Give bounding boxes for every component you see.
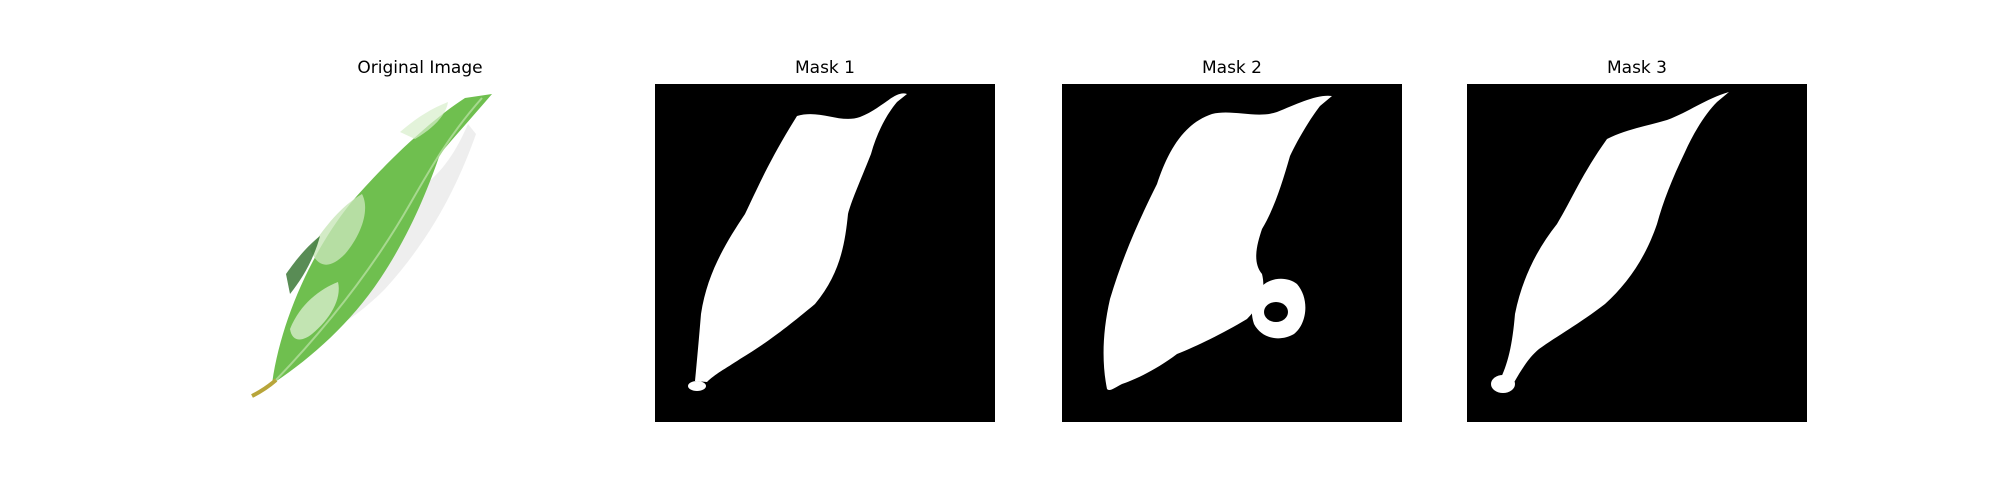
- mask-2-blob-hole: [1264, 302, 1288, 322]
- panel-mask-3: Mask 3: [1467, 0, 1807, 500]
- leaf-midrib: [275, 97, 483, 381]
- leaf-highlight-3: [400, 102, 448, 139]
- panel-mask-2: Mask 2: [1062, 0, 1402, 500]
- panel-mask-1: Mask 1: [655, 0, 995, 500]
- panel-original-image: Original Image: [250, 0, 590, 500]
- leaf-dark-edge: [286, 236, 320, 294]
- mask-3-base: [1491, 375, 1515, 393]
- mask-1-fragment: [688, 381, 706, 391]
- mask-1-leaf-region: [695, 93, 907, 382]
- mask-3-image: [1467, 84, 1807, 422]
- panel-title-mask-3: Mask 3: [1606, 58, 1667, 78]
- panel-title-mask-2: Mask 2: [1201, 58, 1262, 78]
- leaf-petiole: [251, 378, 278, 398]
- mask-1-image: [655, 84, 995, 422]
- leaf-highlight-1: [310, 194, 366, 265]
- mask-2-leaf-region: [1103, 95, 1332, 391]
- original-leaf-image: [250, 84, 590, 422]
- panel-title-original: Original Image: [357, 58, 483, 78]
- leaf-highlight-2: [290, 282, 339, 340]
- mask-2-image: [1062, 84, 1402, 422]
- panel-title-mask-1: Mask 1: [794, 58, 855, 78]
- mask-3-leaf-region: [1495, 92, 1729, 389]
